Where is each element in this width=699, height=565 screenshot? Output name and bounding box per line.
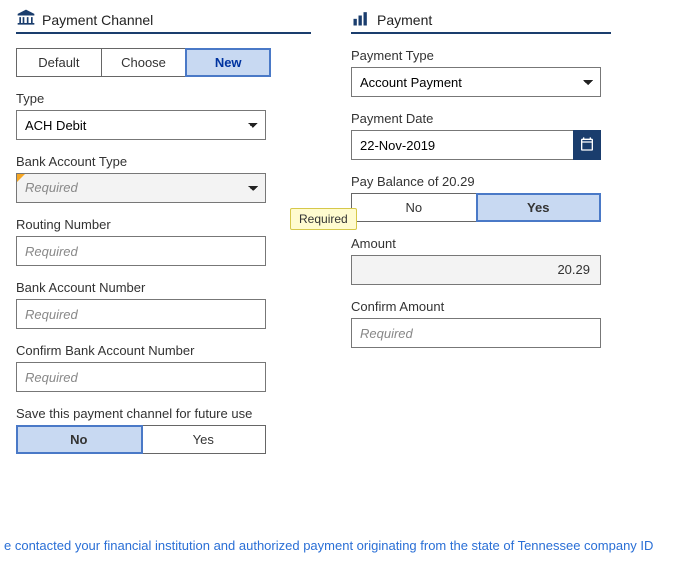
channel-tabs: Default Choose New bbox=[16, 48, 271, 77]
payment-channel-panel: Payment Channel Default Choose New Type … bbox=[16, 8, 311, 468]
tab-new[interactable]: New bbox=[186, 49, 270, 76]
disclosure-text: e contacted your financial institution a… bbox=[0, 538, 699, 553]
confirm-amount-input[interactable] bbox=[351, 318, 601, 348]
tab-default[interactable]: Default bbox=[17, 49, 102, 76]
payment-type-label: Payment Type bbox=[351, 48, 611, 63]
calendar-button[interactable] bbox=[573, 130, 601, 160]
payment-panel: Payment Payment Type Account Payment Pay… bbox=[351, 8, 611, 468]
payment-title: Payment bbox=[377, 12, 432, 28]
amount-label: Amount bbox=[351, 236, 611, 251]
confirm-amount-label: Confirm Amount bbox=[351, 299, 611, 314]
routing-number-input[interactable] bbox=[16, 236, 266, 266]
bank-account-type-label: Bank Account Type bbox=[16, 154, 311, 169]
pay-balance-no[interactable]: No bbox=[352, 194, 477, 221]
confirm-bank-account-number-input[interactable] bbox=[16, 362, 266, 392]
payment-icon bbox=[351, 8, 371, 28]
pay-balance-label: Pay Balance of 20.29 bbox=[351, 174, 611, 189]
amount-value: 20.29 bbox=[351, 255, 601, 285]
pay-balance-toggle: No Yes bbox=[351, 193, 601, 222]
calendar-icon bbox=[579, 136, 595, 155]
type-select[interactable]: ACH Debit bbox=[16, 110, 266, 140]
bank-account-number-input[interactable] bbox=[16, 299, 266, 329]
payment-date-label: Payment Date bbox=[351, 111, 611, 126]
payment-date-input[interactable] bbox=[351, 130, 573, 160]
payment-type-select[interactable]: Account Payment bbox=[351, 67, 601, 97]
routing-number-label: Routing Number bbox=[16, 217, 311, 232]
save-channel-yes[interactable]: Yes bbox=[142, 426, 266, 453]
confirm-bank-account-number-label: Confirm Bank Account Number bbox=[16, 343, 311, 358]
save-channel-toggle: No Yes bbox=[16, 425, 266, 454]
save-channel-label: Save this payment channel for future use bbox=[16, 406, 311, 421]
required-tooltip: Required bbox=[290, 208, 357, 230]
bank-account-type-select[interactable]: Required bbox=[16, 173, 266, 203]
payment-channel-header: Payment Channel bbox=[16, 8, 311, 34]
type-label: Type bbox=[16, 91, 311, 106]
save-channel-no[interactable]: No bbox=[17, 426, 142, 453]
bank-account-number-label: Bank Account Number bbox=[16, 280, 311, 295]
payment-header: Payment bbox=[351, 8, 611, 34]
tab-choose[interactable]: Choose bbox=[102, 49, 187, 76]
pay-balance-yes[interactable]: Yes bbox=[477, 194, 601, 221]
bank-icon bbox=[16, 8, 36, 28]
payment-channel-title: Payment Channel bbox=[42, 12, 153, 28]
